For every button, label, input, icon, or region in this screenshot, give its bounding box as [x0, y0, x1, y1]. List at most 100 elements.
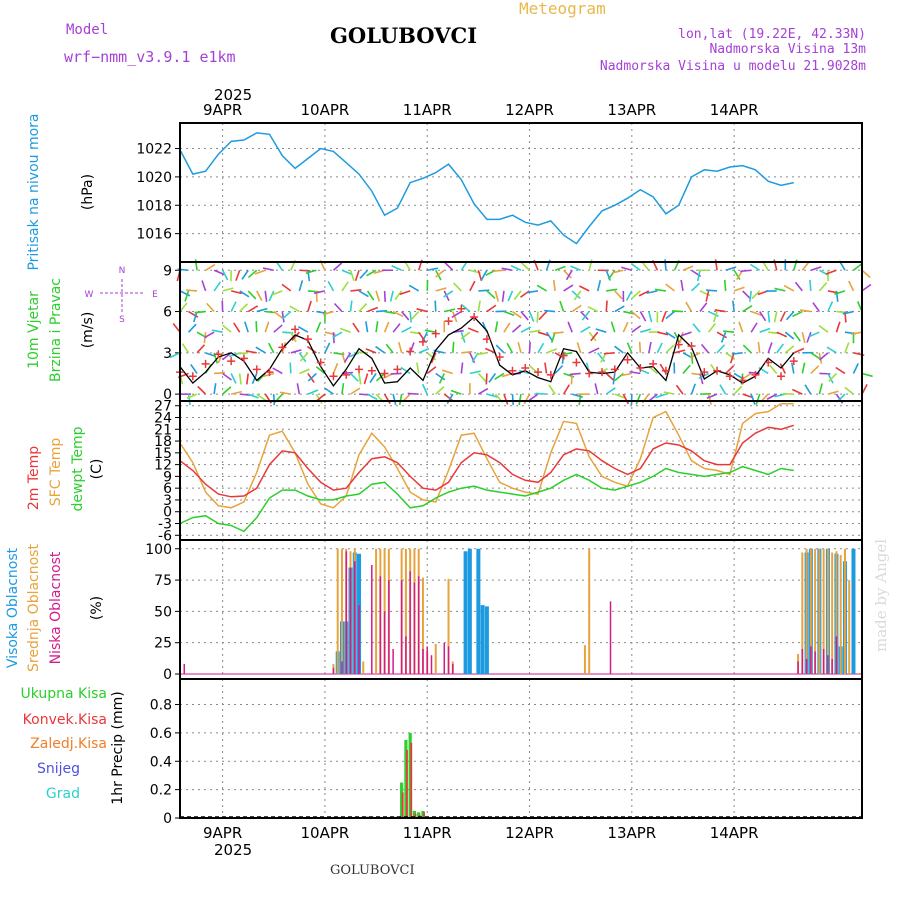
conv-precip-bar [414, 813, 417, 818]
wind-barb [520, 262, 531, 271]
wind-barb [222, 372, 232, 381]
wind-barb [641, 261, 650, 271]
wind-barb [749, 263, 761, 271]
wind-barb [546, 348, 558, 354]
mid-cloud-bar [434, 643, 437, 674]
wind-barb [435, 372, 446, 381]
bottom-day-label: 9APR [203, 824, 242, 842]
top-day-label: 12APR [505, 101, 554, 119]
wind-barb [222, 287, 234, 292]
wind-barb [341, 383, 345, 395]
mid-cloud-bar [340, 548, 343, 674]
wind-barb [708, 310, 719, 317]
wind-barb [680, 279, 684, 292]
wind-barb [416, 362, 420, 374]
mid-cloud-axis-title: Srednja Oblacnost [26, 544, 42, 672]
wind-barb [794, 281, 803, 292]
wind-barb [358, 373, 362, 385]
low-cloud-bar [822, 648, 825, 674]
wind-barb [614, 305, 625, 313]
gust-marker [355, 365, 364, 374]
wind-unit-label: (m/s) [80, 312, 96, 349]
wind-barb [714, 259, 718, 271]
wind-barb [759, 311, 767, 322]
wind-barb [791, 362, 795, 374]
wind-barb [485, 373, 488, 385]
wind-barb [614, 345, 624, 354]
wind-barb [538, 310, 548, 321]
pressure-line [179, 132, 794, 245]
gust-markers [176, 304, 798, 385]
wind-barb [401, 326, 412, 333]
wind-barb [733, 385, 743, 395]
pressure-border [179, 122, 863, 263]
temperature-tick-label: 24 [154, 410, 172, 426]
wind-barb [197, 385, 207, 395]
precip-tick-label: 0.4 [150, 754, 172, 770]
wind-barb [537, 331, 549, 337]
wind-barb [291, 331, 300, 341]
compass-west: W [85, 290, 94, 300]
bottom-day-label: 13APR [607, 824, 656, 842]
temperature-tick-label: 0 [163, 505, 172, 521]
bottom-day-label: 10APR [301, 824, 350, 842]
elevation-label: Nadmorska Visina 13m [709, 42, 866, 57]
wind-barb [332, 362, 339, 374]
sfc-temp-line [179, 402, 794, 509]
wind-barb [767, 311, 771, 323]
wind-barb [315, 321, 322, 333]
wind-barb [469, 370, 481, 375]
wind-barb [251, 373, 258, 384]
wind-barb [486, 393, 498, 398]
wind-barb [529, 329, 541, 333]
wind-barb [281, 311, 285, 323]
wind-barb [416, 308, 428, 313]
high-cloud-bar [851, 548, 856, 674]
wind-barb [520, 326, 532, 333]
wind-barb [442, 369, 454, 375]
wind-barb [774, 393, 786, 398]
wind-barb [408, 284, 420, 292]
wind-barb [671, 310, 684, 313]
wind-barb [844, 386, 854, 395]
wind-barb [238, 373, 242, 385]
wind-barb [640, 328, 652, 333]
wind-barb [264, 321, 270, 333]
wind-barb [367, 393, 378, 401]
wind-barb [398, 342, 403, 354]
top-day-label: 13APR [607, 101, 656, 119]
wind-barb [513, 290, 522, 301]
wind-barb [825, 269, 837, 275]
pressure-tick-label: 1018 [136, 198, 172, 214]
wind-barb [181, 343, 190, 354]
high-cloud-bar [480, 605, 485, 674]
bottom-day-label: 12APR [505, 824, 554, 842]
pressure-tick-label: 1020 [136, 170, 172, 186]
wind-barb [620, 372, 632, 377]
wind-barb [663, 391, 675, 395]
wind-barb [435, 269, 445, 278]
wind-barb [255, 346, 266, 354]
wind-barb [289, 305, 300, 313]
low-cloud-bar [409, 571, 411, 674]
wind-barb [426, 366, 437, 375]
gust-marker [751, 370, 760, 379]
wind-barb [230, 290, 243, 295]
wind-barb [578, 285, 590, 292]
wind-barb [221, 269, 229, 281]
gust-marker [546, 370, 555, 379]
gust-marker [342, 370, 351, 379]
conv-precip-bar [410, 742, 413, 818]
wind-barb [639, 311, 647, 322]
wind-barb [646, 290, 658, 295]
gust-marker [393, 365, 402, 374]
wind-barb [573, 290, 582, 301]
compass-south: S [119, 315, 125, 325]
wind-barb [750, 322, 758, 333]
wind-barb [307, 300, 312, 312]
wind-barb [503, 322, 511, 333]
wind-barb [733, 269, 741, 281]
temperature-tick-label: 6 [163, 481, 172, 497]
wind-barb [685, 301, 693, 312]
footer-station-label: GOLUBOVCI [330, 863, 415, 878]
